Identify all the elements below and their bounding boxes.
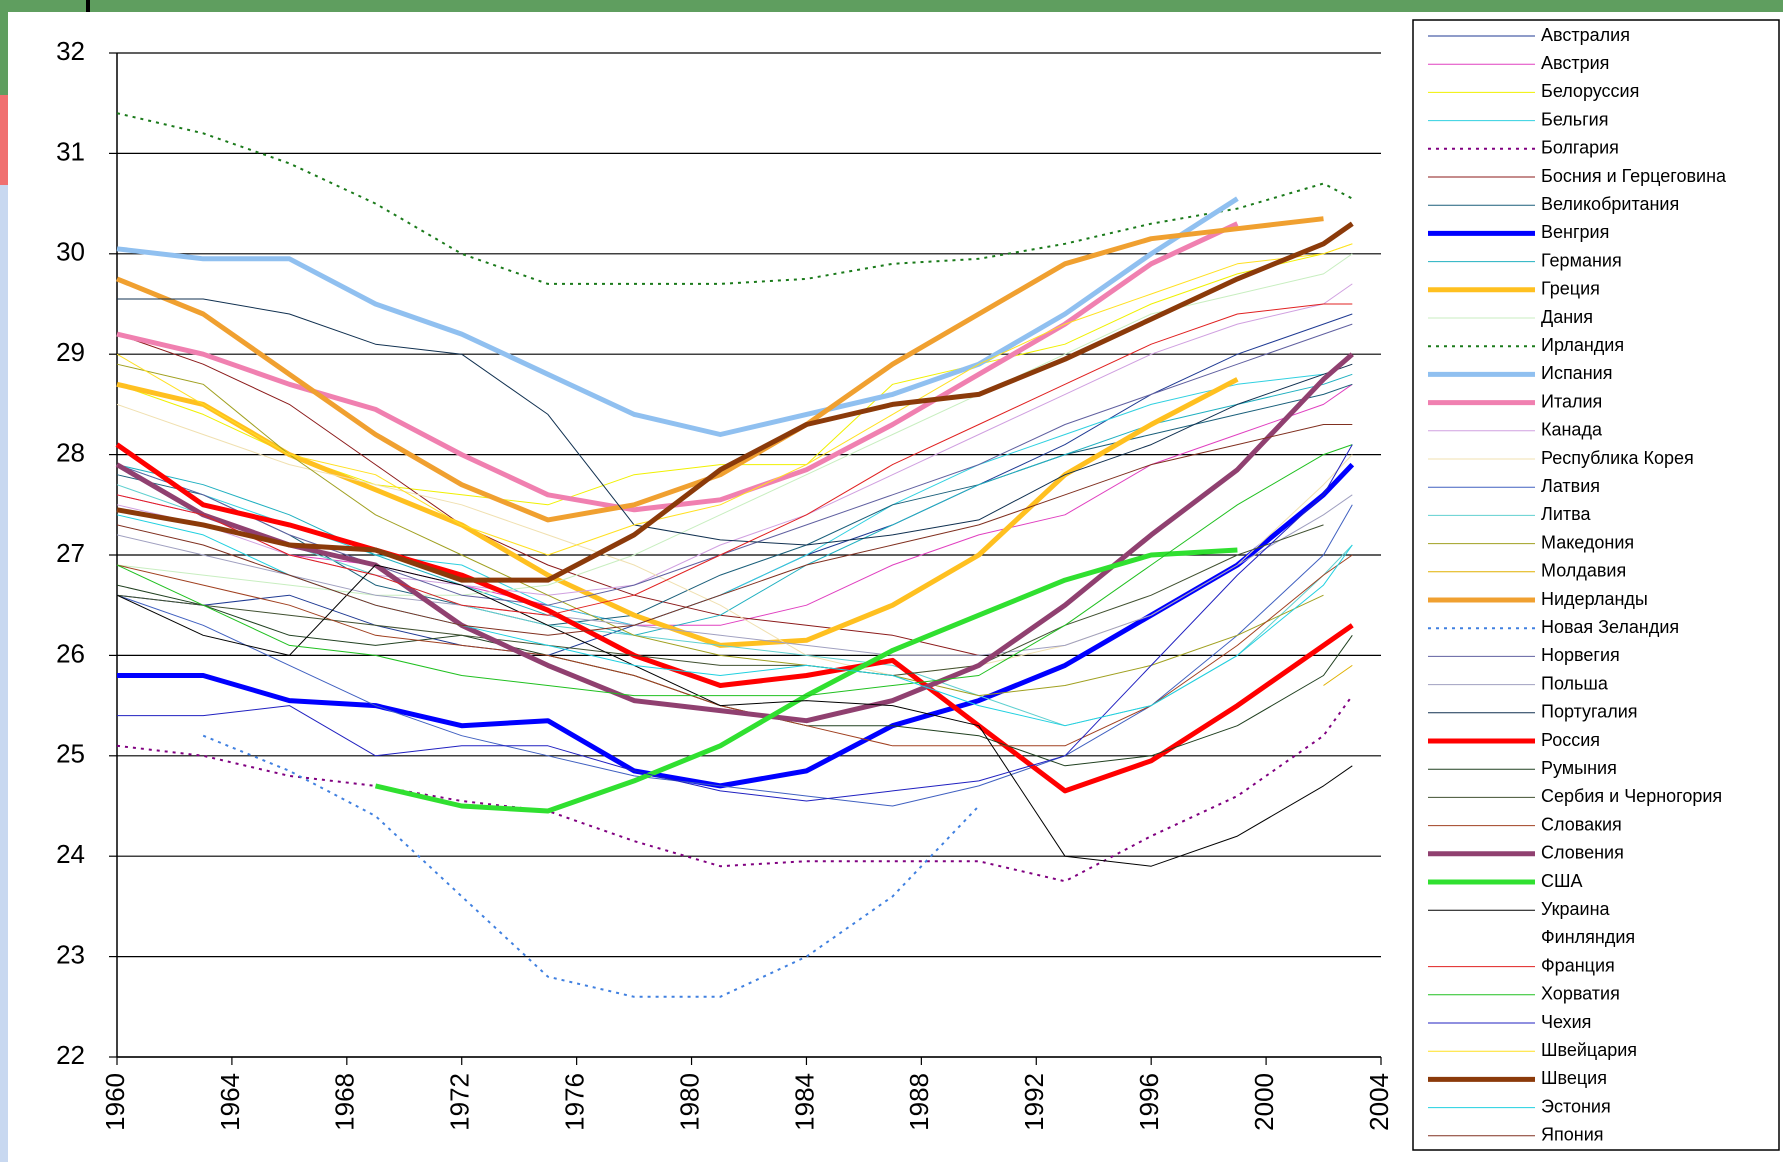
legend-label: Великобритания xyxy=(1541,194,1679,214)
frame-accent xyxy=(0,95,8,185)
legend-label: Румыния xyxy=(1541,758,1617,778)
y-tick-label: 23 xyxy=(56,939,85,969)
legend-label: Эстония xyxy=(1541,1096,1611,1116)
legend-label: Босния и Герцеговина xyxy=(1541,166,1727,186)
y-tick-label: 30 xyxy=(56,237,85,267)
series-line xyxy=(116,216,1324,523)
legend-label: Украина xyxy=(1541,899,1611,919)
legend-label: Швейцария xyxy=(1541,1040,1637,1060)
x-tick-label: 1996 xyxy=(1134,1073,1164,1131)
series-line xyxy=(116,524,1324,676)
legend-label: Молдавия xyxy=(1541,561,1626,581)
legend-label: Австралия xyxy=(1541,25,1630,45)
x-tick-label: 1976 xyxy=(560,1073,590,1131)
series-line xyxy=(116,221,1354,583)
legend-label: США xyxy=(1541,871,1583,891)
y-tick-label: 32 xyxy=(56,36,85,66)
series-line xyxy=(116,196,1239,437)
legend-label: Чехия xyxy=(1541,1012,1591,1032)
legend-label: Польша xyxy=(1541,673,1609,693)
series-line xyxy=(116,243,1353,556)
legend-label: Словения xyxy=(1541,843,1624,863)
y-tick-label: 29 xyxy=(56,337,85,367)
series-line xyxy=(116,494,1353,656)
legend-label: Македония xyxy=(1541,532,1634,552)
legend-label: Норвегия xyxy=(1541,645,1620,665)
series-line xyxy=(115,352,1354,724)
legend-label: Япония xyxy=(1541,1125,1604,1145)
x-tick-label: 1960 xyxy=(100,1073,130,1131)
x-tick-label: 1988 xyxy=(904,1073,934,1131)
x-tick-label: 1984 xyxy=(789,1073,819,1131)
legend-label: Финляндия xyxy=(1541,927,1635,947)
series-line xyxy=(117,298,1353,546)
legend-label: Венгрия xyxy=(1541,222,1609,242)
series-line xyxy=(116,504,1353,807)
legend-label: Франция xyxy=(1541,955,1615,975)
legend-label: Белоруссия xyxy=(1541,81,1639,101)
y-tick-label: 24 xyxy=(56,839,85,869)
series-line xyxy=(115,442,1354,794)
legend-label: Канада xyxy=(1541,420,1603,440)
legend-label: Швеция xyxy=(1541,1068,1607,1088)
x-tick-label: 1992 xyxy=(1019,1073,1049,1131)
y-tick-label: 26 xyxy=(56,638,85,668)
x-tick-label: 2000 xyxy=(1249,1073,1279,1131)
y-tick-label: 25 xyxy=(56,739,85,769)
legend-label: Словакия xyxy=(1541,814,1622,834)
legend-label: Португалия xyxy=(1541,702,1638,722)
legend-label: Сербия и Черногория xyxy=(1541,786,1722,806)
y-tick-label: 31 xyxy=(56,136,85,166)
legend-label: Хорватия xyxy=(1541,984,1620,1004)
legend-label: Латвия xyxy=(1541,476,1600,496)
series-line xyxy=(116,112,1353,285)
series-line xyxy=(116,444,1353,697)
y-tick-label: 27 xyxy=(56,538,85,568)
legend-label: Греция xyxy=(1541,279,1600,299)
legend-label: Дания xyxy=(1541,307,1593,327)
frame-accent xyxy=(0,185,8,1162)
legend-label: Болгария xyxy=(1541,138,1619,158)
legend-label: Россия xyxy=(1541,730,1600,750)
legend-label: Бельгия xyxy=(1541,109,1608,129)
legend-label: Нидерланды xyxy=(1541,589,1648,609)
x-tick-label: 1964 xyxy=(215,1073,245,1131)
series-line xyxy=(116,363,1324,697)
y-tick-label: 22 xyxy=(56,1040,85,1070)
y-tick-label: 28 xyxy=(56,437,85,467)
legend-label: Австрия xyxy=(1541,53,1609,73)
legend-label: Германия xyxy=(1541,250,1622,270)
series-line xyxy=(1323,664,1353,686)
legend-label: Италия xyxy=(1541,391,1602,411)
x-tick-label: 2004 xyxy=(1364,1073,1394,1131)
legend-label: Новая Зеландия xyxy=(1541,617,1679,637)
x-tick-label: 1972 xyxy=(445,1073,475,1131)
x-tick-label: 1980 xyxy=(674,1073,704,1131)
legend-box xyxy=(1412,19,1780,1151)
legend-label: Ирландия xyxy=(1541,335,1624,355)
series-line xyxy=(116,303,1353,616)
legend-label: Литва xyxy=(1541,504,1591,524)
frame-accent xyxy=(86,0,90,12)
series-line xyxy=(116,564,1353,867)
series-line xyxy=(116,695,1354,883)
series-line xyxy=(117,444,1353,802)
legend-label: Республика Корея xyxy=(1541,448,1694,468)
legend-label: Испания xyxy=(1541,363,1612,383)
x-tick-label: 1968 xyxy=(330,1073,360,1131)
series-line xyxy=(116,424,1353,636)
